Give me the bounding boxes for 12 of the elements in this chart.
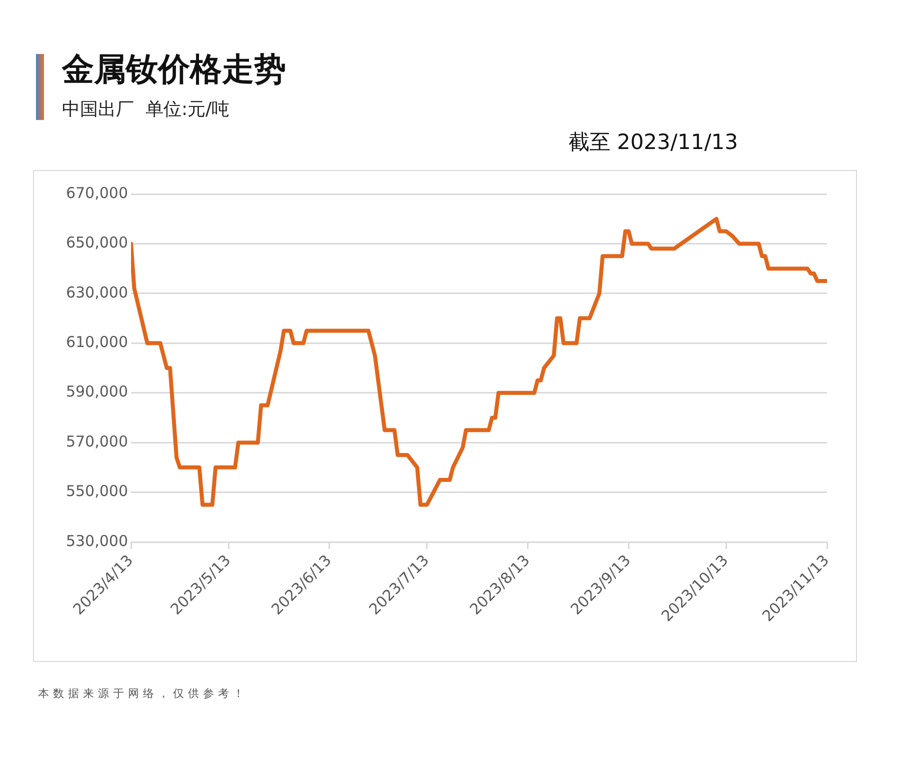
y-tick-label: 650,000	[66, 234, 128, 252]
chart-title: 金属钕价格走势	[62, 49, 286, 90]
y-tick-label: 610,000	[66, 333, 128, 352]
text: 截至 2023/11/13	[568, 129, 738, 156]
y-tick-label: 530,000	[66, 532, 128, 550]
y-tick-label: 630,000	[66, 283, 128, 302]
text: 本数据来源于网络，仅供参考！	[38, 686, 248, 701]
chart-subtitle: 中国出厂 单位:元/吨	[62, 98, 230, 121]
y-tick-label: 670,000	[66, 184, 128, 202]
y-tick-label: 570,000	[66, 432, 128, 450]
y-tick-label: 590,000	[66, 382, 128, 401]
y-tick-label: 550,000	[66, 482, 128, 500]
